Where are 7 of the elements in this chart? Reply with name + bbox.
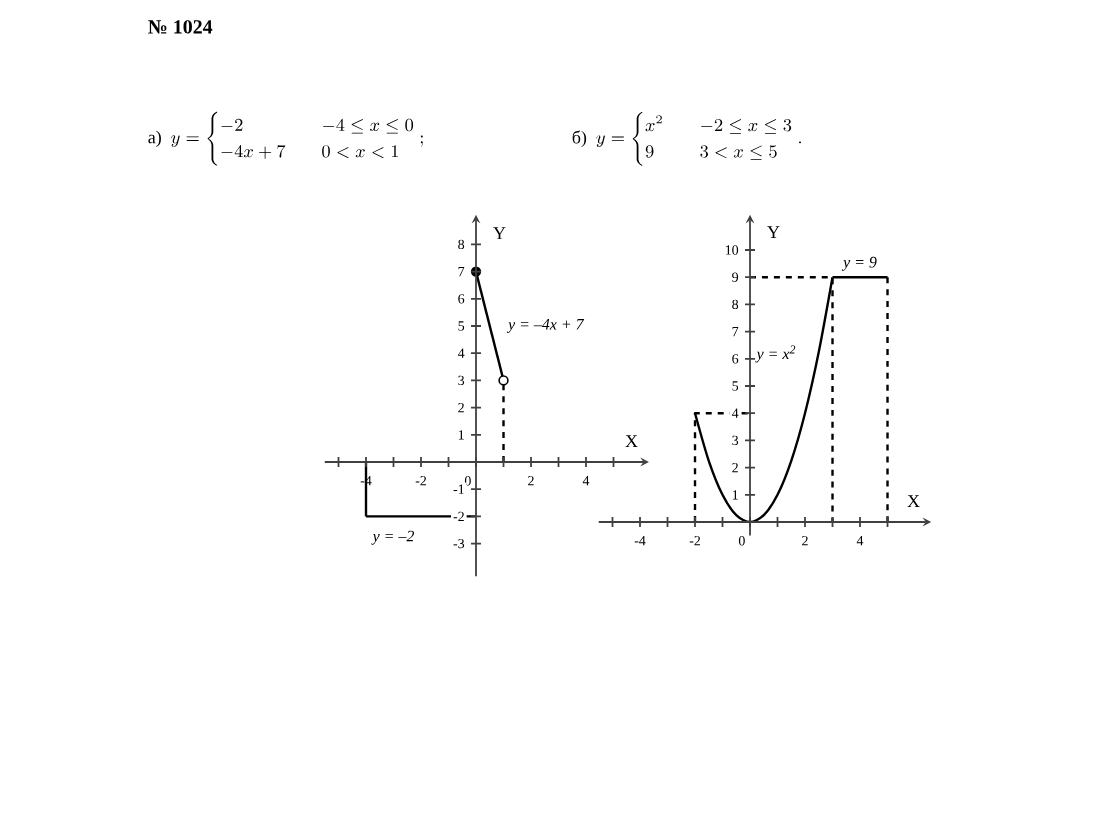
chart-title: $\text{б)}\ \ y=\begin{cases}x^2 & \quad -2\le x\le 3\\ 9 & \quad 3<x\le 5\end{cases}.$ — [572, 111, 801, 166]
text: № 1024 — [148, 20, 213, 34]
x-axis-title: X — [907, 495, 920, 507]
y-axis-title: Y — [493, 227, 506, 240]
chart-title: $\text{а)}\ \ y=\begin{cases}-2 & \quad -4\le x\le 0\\ -4x+7 & \quad 0<x<1\end{cases};$ — [148, 111, 423, 166]
x-axis-title: X — [625, 435, 638, 447]
y-axis-title: Y — [767, 226, 780, 239]
